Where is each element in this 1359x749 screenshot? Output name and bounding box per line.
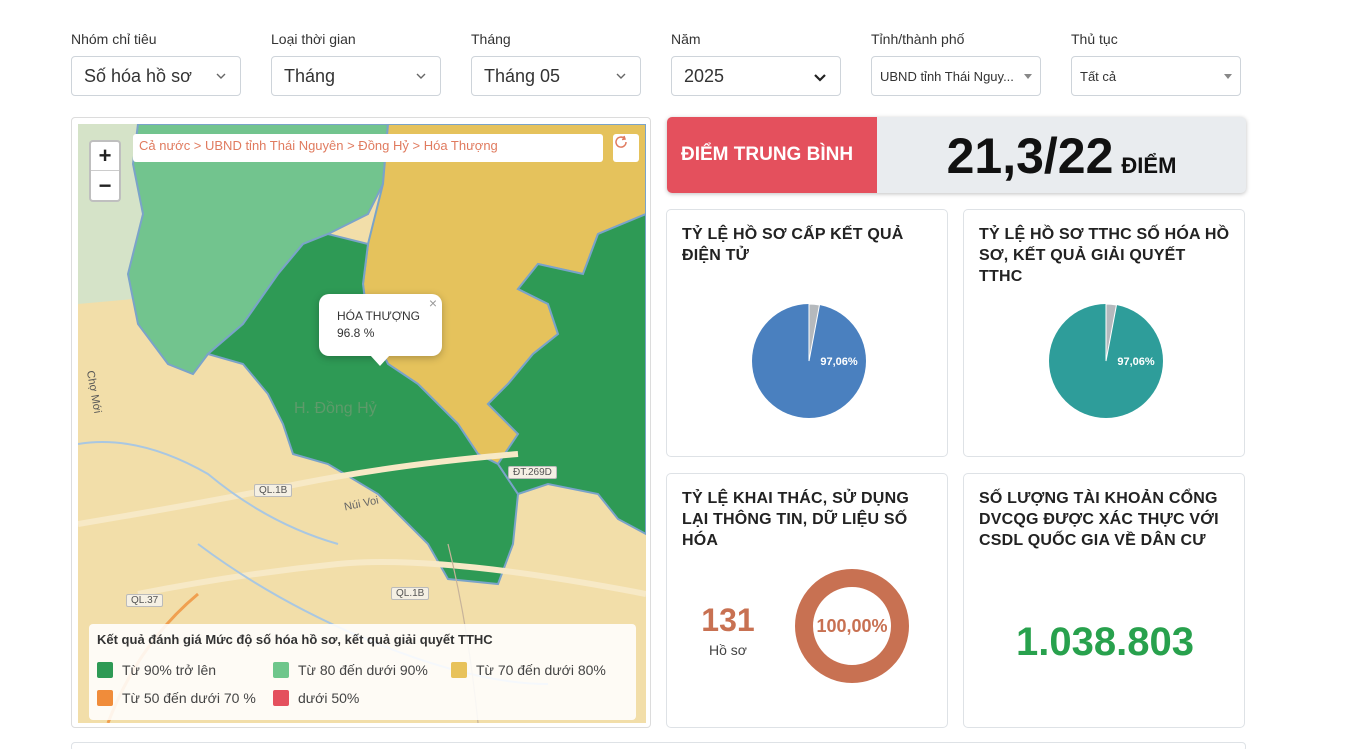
donut-label: 100,00% bbox=[816, 616, 887, 636]
legend-label: Từ 90% trở lên bbox=[122, 662, 217, 678]
filter-label: Tỉnh/thành phố bbox=[871, 31, 965, 47]
legend-label: Từ 70 đến dưới 80% bbox=[476, 662, 606, 678]
popup-tip bbox=[370, 355, 390, 366]
card-electronic-results: TỶ LỆ HỒ SƠ CẤP KẾT QUẢ ĐIỆN TỬ 97,06% bbox=[666, 209, 948, 457]
donut-svg: 100,00% bbox=[795, 569, 909, 683]
card-title: TỶ LỆ HỒ SƠ CẤP KẾT QUẢ ĐIỆN TỬ bbox=[682, 226, 904, 264]
card-title: TỶ LỆ KHAI THÁC, SỬ DỤNG LẠI THÔNG TIN, … bbox=[682, 490, 909, 549]
legend-item: Từ 90% trở lên bbox=[97, 662, 273, 678]
map-breadcrumb[interactable]: Cả nước > UBND tỉnh Thái Nguyên > Đồng H… bbox=[133, 134, 603, 162]
legend-swatch bbox=[451, 662, 467, 678]
legend-swatch bbox=[97, 690, 113, 706]
pie-chart: 97,06% bbox=[750, 302, 868, 425]
filter-bar: Nhóm chỉ tiêu Số hóa hồ sơ Loại thời gia… bbox=[71, 30, 1251, 100]
card-title: TỶ LỆ HỒ SƠ TTHC SỐ HÓA HỒ SƠ, KẾT QUẢ G… bbox=[979, 226, 1230, 285]
legend-swatch bbox=[273, 690, 289, 706]
legend-label: Từ 80 đến dưới 90% bbox=[298, 662, 428, 678]
score-display: 21,3/22 ĐIỂM bbox=[877, 117, 1246, 193]
filter-year: Năm 2025 bbox=[671, 30, 841, 96]
legend-swatch bbox=[273, 662, 289, 678]
donut-chart: 100,00% bbox=[793, 567, 911, 690]
score-value: 21,3/22 bbox=[946, 128, 1114, 184]
filter-time-type: Loại thời gian Tháng bbox=[271, 30, 441, 96]
map-popup: × HÓA THƯỢNG 96.8 % bbox=[319, 294, 442, 356]
filter-label: Nhóm chỉ tiêu bbox=[71, 31, 157, 47]
filter-label: Năm bbox=[671, 31, 701, 47]
select-value: UBND tỉnh Thái Nguy... bbox=[880, 68, 1014, 84]
chevron-down-icon bbox=[414, 69, 428, 83]
card-title: SỐ LƯỢNG TÀI KHOẢN CỔNG DVCQG ĐƯỢC XÁC T… bbox=[979, 490, 1219, 549]
record-count-label: Hồ sơ bbox=[709, 642, 747, 658]
score-label: ĐIỂM TRUNG BÌNH bbox=[667, 117, 877, 193]
select-value: Số hóa hồ sơ bbox=[84, 65, 192, 86]
road-label: ĐT.269D bbox=[508, 466, 557, 479]
chevron-down-icon bbox=[214, 69, 228, 83]
time-type-select[interactable]: Tháng bbox=[271, 56, 441, 96]
legend-label: dưới 50% bbox=[298, 690, 360, 706]
map-canvas[interactable]: + − Cả nước > UBND tỉnh Thái Nguyên > Đồ… bbox=[78, 124, 646, 723]
road-label: QL.1B bbox=[391, 587, 430, 600]
popup-area-name: HÓA THƯỢNG bbox=[337, 309, 420, 323]
pie-chart: 97,06% bbox=[1047, 302, 1165, 425]
filter-procedure: Thủ tục Tất cả bbox=[1071, 30, 1241, 96]
record-count: 131 bbox=[701, 602, 755, 638]
legend-row: Từ 50 đến dưới 70 % dưới 50% bbox=[97, 684, 628, 712]
map-base bbox=[78, 124, 646, 723]
caret-down-icon bbox=[1024, 73, 1032, 79]
score-unit: ĐIỂM bbox=[1121, 153, 1177, 178]
legend-item: Từ 70 đến dưới 80% bbox=[451, 662, 606, 678]
procedure-select[interactable]: Tất cả bbox=[1071, 56, 1241, 96]
filter-indicator-group: Nhóm chỉ tiêu Số hóa hồ sơ bbox=[71, 30, 241, 96]
legend-row: Từ 90% trở lên Từ 80 đến dưới 90% Từ 70 … bbox=[97, 656, 628, 684]
pie-svg: 97,06% bbox=[1049, 303, 1163, 418]
filter-label: Tháng bbox=[471, 31, 511, 47]
year-select[interactable]: 2025 bbox=[671, 56, 841, 96]
legend-item: Từ 50 đến dưới 70 % bbox=[97, 690, 273, 706]
zoom-in-button[interactable]: + bbox=[91, 142, 119, 171]
caret-down-icon bbox=[1224, 73, 1232, 79]
filter-label: Thủ tục bbox=[1071, 31, 1118, 47]
select-value: 2025 bbox=[684, 65, 725, 86]
close-icon[interactable]: × bbox=[428, 295, 437, 311]
zoom-control: + − bbox=[89, 140, 121, 202]
chevron-down-icon bbox=[814, 69, 828, 83]
filter-month: Tháng Tháng 05 bbox=[471, 30, 641, 96]
zoom-out-button[interactable]: − bbox=[98, 172, 112, 198]
legend-label: Từ 50 đến dưới 70 % bbox=[122, 690, 256, 706]
legend-item: Từ 80 đến dưới 90% bbox=[273, 662, 451, 678]
pie-slice-rest[interactable] bbox=[808, 303, 821, 362]
map-legend: Kết quả đánh giá Mức độ số hóa hồ sơ, kế… bbox=[89, 624, 636, 720]
refresh-button[interactable] bbox=[613, 134, 639, 162]
average-score-card: ĐIỂM TRUNG BÌNH 21,3/22 ĐIỂM bbox=[667, 117, 1246, 193]
filter-province: Tỉnh/thành phố UBND tỉnh Thái Nguy... bbox=[871, 30, 1041, 96]
donut-ring bbox=[795, 569, 909, 683]
map-panel: + − Cả nước > UBND tỉnh Thái Nguyên > Đồ… bbox=[71, 117, 651, 728]
card-data-reuse: TỶ LỆ KHAI THÁC, SỬ DỤNG LẠI THÔNG TIN, … bbox=[666, 473, 948, 728]
chevron-down-icon bbox=[614, 69, 628, 83]
card-verified-accounts: SỐ LƯỢNG TÀI KHOẢN CỔNG DVCQG ĐƯỢC XÁC T… bbox=[963, 473, 1245, 728]
popup-value: 96.8 % bbox=[337, 326, 375, 340]
card-digitized-records: TỶ LỆ HỒ SƠ TTHC SỐ HÓA HỒ SƠ, KẾT QUẢ G… bbox=[963, 209, 1245, 457]
legend-item: dưới 50% bbox=[273, 690, 359, 706]
verified-accounts-value: 1.038.803 bbox=[1016, 620, 1194, 664]
province-select[interactable]: UBND tỉnh Thái Nguy... bbox=[871, 56, 1041, 96]
legend-swatch bbox=[97, 662, 113, 678]
district-label: H. Đồng Hỷ bbox=[294, 400, 377, 417]
road-label: QL.37 bbox=[126, 594, 164, 607]
indicator-group-select[interactable]: Số hóa hồ sơ bbox=[71, 56, 241, 96]
filter-label: Loại thời gian bbox=[271, 31, 356, 47]
legend-title: Kết quả đánh giá Mức độ số hóa hồ sơ, kế… bbox=[97, 632, 493, 647]
pie-svg: 97,06% bbox=[752, 303, 866, 418]
select-value: Tháng bbox=[284, 65, 336, 86]
pie-slice-rest[interactable] bbox=[1105, 303, 1118, 362]
month-select[interactable]: Tháng 05 bbox=[471, 56, 641, 96]
road-label: QL.1B bbox=[254, 484, 293, 497]
select-value: Tháng 05 bbox=[484, 65, 561, 86]
pie-percent-label: 97,06% bbox=[1117, 356, 1155, 368]
select-value: Tất cả bbox=[1080, 68, 1117, 84]
next-section-edge bbox=[71, 742, 1246, 749]
pie-percent-label: 97,06% bbox=[820, 356, 858, 368]
